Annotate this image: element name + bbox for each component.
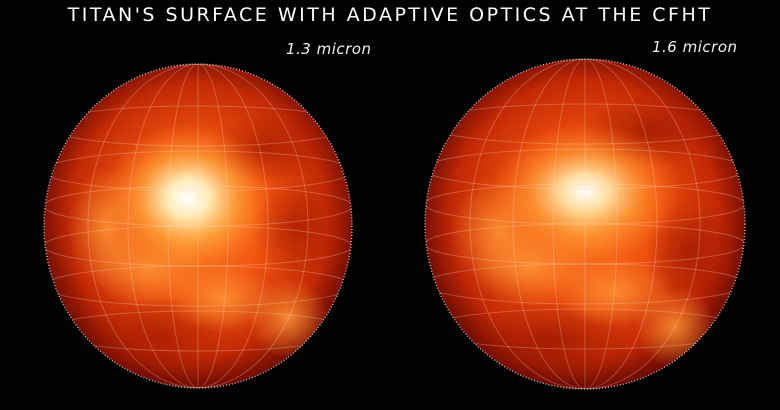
image-title: TITAN'S SURFACE WITH ADAPTIVE OPTICS AT … [67, 4, 713, 26]
titan-globe-1-3-micron [38, 58, 358, 394]
wavelength-label-1-3-micron: 1.3 micron [286, 40, 372, 58]
wavelength-label-1-6-micron: 1.6 micron [652, 38, 738, 56]
titan-globe-1-6-micron [420, 52, 750, 392]
